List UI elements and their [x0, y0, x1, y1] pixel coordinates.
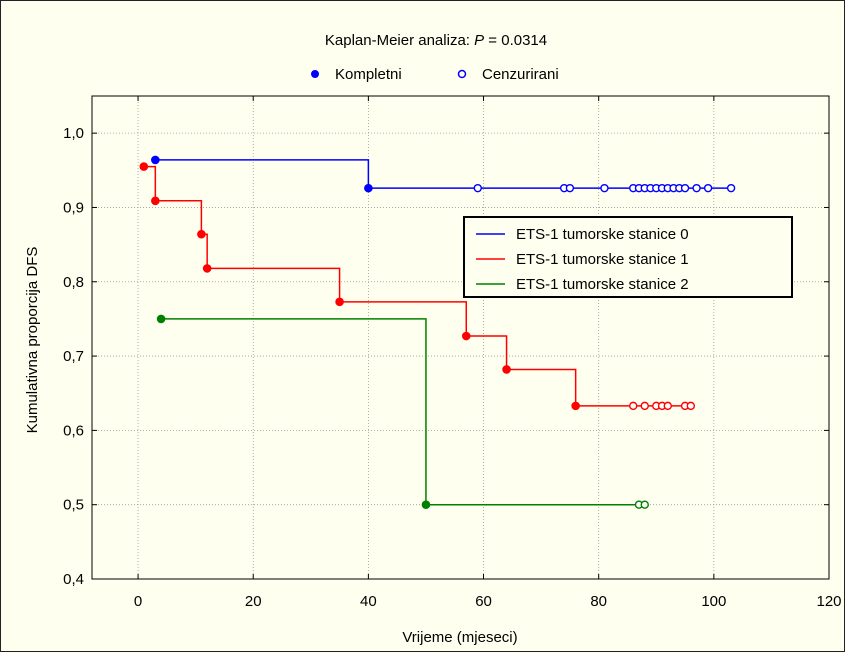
legend-label: ETS-1 tumorske stanice 0 — [516, 226, 689, 243]
marker-legend-label: Kompletni — [335, 66, 402, 83]
legend-box — [463, 216, 793, 298]
axis-ticks: 0 20 40 60 80 100 120 0,4 0,5 0,6 0,7 0,8 0,9 1,0 — [63, 96, 842, 610]
series-legend: ETS-1 tumorske stanice 0 ETS-1 tumorske … — [463, 216, 793, 298]
event-point-2 — [156, 314, 166, 324]
legend-label: ETS-1 tumorske stanice 1 — [516, 251, 689, 268]
x-tick-label: 80 — [590, 593, 607, 610]
marker-legend: Kompletni Cenzurirani — [311, 66, 559, 83]
x-tick-label: 0 — [134, 593, 142, 610]
x-tick-label: 100 — [701, 593, 726, 610]
censored-point-0 — [680, 183, 690, 193]
event-point-1 — [461, 331, 471, 341]
open-marker-icon — [457, 69, 467, 79]
censored-point-0 — [726, 183, 736, 193]
event-point-1 — [202, 264, 212, 273]
y-tick-label: 0,8 — [63, 274, 84, 291]
legend-label: ETS-1 tumorske stanice 2 — [516, 276, 689, 293]
censored-point-0 — [600, 183, 609, 193]
grid — [92, 96, 829, 579]
y-tick-label: 0,6 — [63, 422, 84, 439]
event-point-1 — [139, 162, 149, 171]
series-line-1 — [143, 165, 691, 407]
event-point-1 — [335, 297, 344, 307]
marker-legend-label: Cenzurirani — [482, 66, 559, 83]
event-point-0 — [151, 155, 160, 165]
event-point-1 — [571, 401, 580, 411]
censored-point-0 — [692, 183, 701, 193]
series-line-2 — [161, 318, 645, 506]
y-tick-label: 1,0 — [63, 125, 84, 142]
censored-point-1 — [629, 401, 638, 411]
censored-point-0 — [703, 183, 713, 193]
event-point-1 — [197, 229, 206, 239]
y-tick-label: 0,5 — [63, 497, 84, 514]
series-layer — [139, 155, 736, 509]
censored-point-1 — [686, 401, 696, 411]
y-tick-label: 0,4 — [63, 571, 84, 588]
series-line-0 — [155, 159, 732, 189]
plot-area — [91, 95, 830, 580]
y-tick-label: 0,9 — [63, 199, 84, 216]
x-tick-label: 60 — [475, 593, 492, 610]
event-point-1 — [151, 196, 160, 206]
censored-point-0 — [565, 183, 575, 193]
x-tick-label: 40 — [360, 593, 377, 610]
chart-title: Kaplan-Meier analiza: P = 0.0314 — [325, 32, 547, 49]
filled-marker-icon — [311, 70, 319, 78]
event-point-0 — [364, 183, 373, 193]
x-tick-label: 120 — [816, 593, 841, 610]
censored-point-1 — [640, 401, 649, 411]
censored-point-0 — [473, 183, 482, 193]
x-axis-title: Vrijeme (mjeseci) — [402, 629, 517, 646]
censored-point-1 — [663, 401, 672, 411]
censored-point-2 — [640, 500, 649, 509]
event-point-1 — [502, 365, 511, 374]
y-tick-label: 0,7 — [63, 348, 84, 365]
event-point-2 — [421, 500, 431, 509]
x-tick-label: 20 — [245, 593, 262, 610]
y-axis-title: Kumulativna proporcija DFS — [24, 247, 41, 434]
